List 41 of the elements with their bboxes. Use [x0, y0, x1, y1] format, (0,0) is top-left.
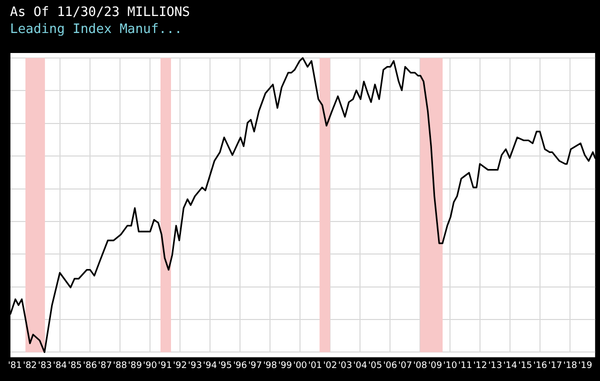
x-tick-label: '01	[308, 360, 322, 371]
x-tick-label: '93	[188, 360, 202, 371]
x-tick-label: '08	[413, 360, 428, 371]
x-tick-label: '05	[368, 360, 382, 371]
x-tick-label: '17	[548, 360, 562, 371]
x-tick-label: '00	[293, 360, 308, 371]
x-tick-label: '90	[143, 360, 158, 371]
x-tick-label: '19	[578, 360, 592, 371]
x-tick-label: '16	[533, 360, 548, 371]
x-tick-label: '06	[383, 360, 398, 371]
x-tick-label: '92	[173, 360, 187, 371]
x-tick-label: '85	[68, 360, 82, 371]
x-tick-label: '87	[98, 360, 112, 371]
x-tick-label: '02	[323, 360, 338, 371]
x-tick-label: '03	[338, 360, 352, 371]
x-tick-label: '99	[278, 360, 292, 371]
x-tick-label: '15	[518, 360, 532, 371]
x-tick-label: '10	[443, 360, 458, 371]
x-tick-label: '09	[428, 360, 442, 371]
x-tick-label: '13	[488, 360, 502, 371]
x-tick-label: '04	[353, 360, 368, 371]
x-tick-label: '14	[503, 360, 518, 371]
x-tick-label: '07	[398, 360, 412, 371]
x-tick-label: '97	[248, 360, 262, 371]
x-tick-label: '12	[473, 360, 488, 371]
x-tick-label: '89	[128, 360, 142, 371]
x-tick-label: '94	[203, 360, 218, 371]
x-tick-label: '82	[22, 360, 37, 371]
x-tick-label: '96	[233, 360, 248, 371]
x-tick-label: '95	[218, 360, 232, 371]
chart-title: Leading Index Manuf...	[10, 21, 184, 38]
x-tick-label: '83	[38, 360, 52, 371]
x-tick-label: '86	[82, 360, 98, 371]
x-tick-label: '88	[113, 360, 128, 371]
x-tick-label: '18	[563, 360, 578, 371]
x-tick-label: '91	[158, 360, 172, 371]
x-tick-label: '11	[458, 360, 472, 371]
x-tick-label: '98	[263, 360, 278, 371]
x-tick-label: '81	[8, 360, 22, 371]
chart-subtitle: As Of 11/30/23 MILLIONS	[10, 4, 192, 21]
x-tick-label: '84	[52, 360, 68, 371]
